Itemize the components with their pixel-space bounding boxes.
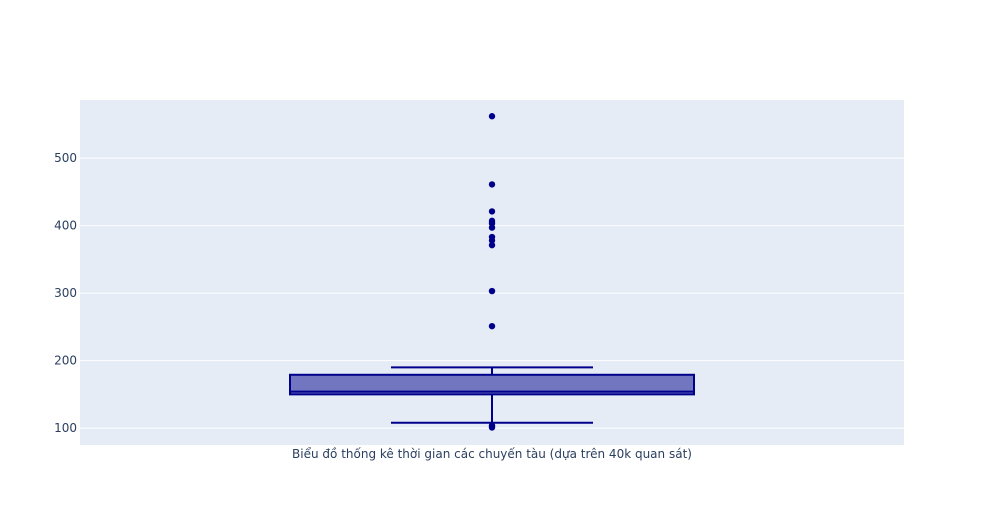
outlier-point-10 bbox=[488, 322, 496, 330]
y-tick-label-400: 400 bbox=[54, 219, 77, 233]
x-category-label: Biểu đồ thống kê thời gian các chuyến tà… bbox=[292, 447, 692, 461]
y-axis-ticks: 100 200 300 400 500 bbox=[54, 151, 77, 435]
outlier-point-9 bbox=[488, 287, 496, 295]
y-tick-label-200: 200 bbox=[54, 354, 77, 368]
box-series bbox=[289, 366, 695, 424]
outlier-point-1 bbox=[488, 181, 496, 188]
outlier-points bbox=[488, 113, 496, 431]
y-tick-label-300: 300 bbox=[54, 286, 77, 300]
interquartile-box bbox=[289, 373, 695, 396]
outlier-point-13 bbox=[488, 424, 496, 431]
y-tick-label-500: 500 bbox=[54, 151, 77, 165]
outlier-point-8 bbox=[488, 241, 496, 249]
outlier-point-0 bbox=[488, 113, 496, 120]
outlier-point-2 bbox=[488, 208, 496, 215]
outlier-point-5 bbox=[488, 224, 496, 231]
outlier-point-7 bbox=[488, 237, 496, 244]
y-tick-label-100: 100 bbox=[54, 421, 77, 435]
